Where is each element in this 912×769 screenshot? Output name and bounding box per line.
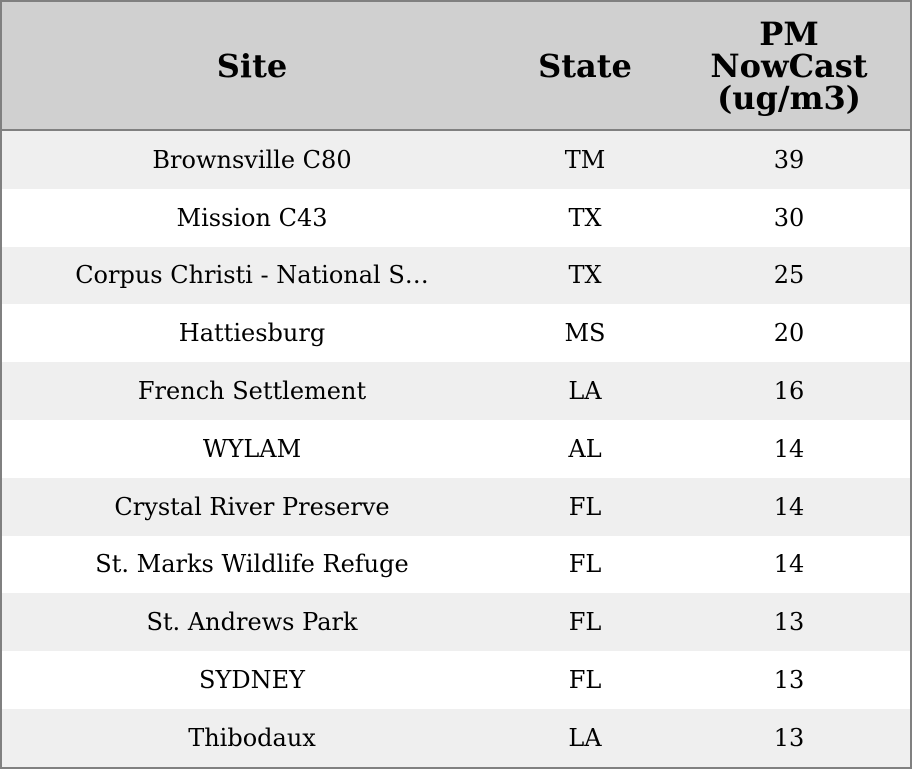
table-row: Brownsville C80 TM 39 [2,130,910,189]
column-header: State [502,2,668,131]
table-cell: FL [502,651,668,709]
table-row: Mission C43 TX 30 [2,188,910,247]
table-cell: 39 [668,130,910,189]
table-cell: Corpus Christi - National S… [2,246,502,305]
table-row: Corpus Christi - National S… TX 25 [2,246,910,305]
table-cell: 13 [668,593,910,652]
table-cell: French Settlement [2,362,502,420]
table-cell: Mission C43 [2,188,502,247]
table-body: Brownsville C80 TM 39 Mission C43 TX 30 Corpus… [2,130,910,767]
table-cell: 20 [668,304,910,363]
table-cell: St. Marks Wildlife Refuge [2,535,502,594]
column-header-text: PM NowCast (ug/m3) [710,14,868,117]
table-cell: SYDNEY [2,651,502,709]
table-cell: 14 [668,535,910,594]
table-cell: 30 [668,188,910,247]
table-cell: 14 [668,419,910,478]
table-cell: AL [502,419,668,478]
table-cell: TX [502,188,668,247]
table-cell: MS [502,304,668,363]
table-row: Hattiesburg MS 20 [2,304,910,363]
table-row: Crystal River Preserve FL 14 [2,477,910,536]
table-cell: LA [502,708,668,767]
table-cell: 13 [668,651,910,709]
table-cell: Thibodaux [2,708,502,767]
table-row: WYLAM AL 14 [2,419,910,478]
table-cell: Brownsville C80 [2,130,502,189]
table-cell: FL [502,593,668,652]
table-cell: FL [502,477,668,536]
table-cell: 16 [668,362,910,420]
table-cell: Crystal River Preserve [2,477,502,536]
table-cell: TM [502,130,668,189]
table-cell: FL [502,535,668,594]
table-cell: St. Andrews Park [2,593,502,652]
table-row: Thibodaux LA 13 [2,708,910,767]
table-cell: 14 [668,477,910,536]
table-row: SYDNEY FL 13 [2,651,910,709]
table-cell: Hattiesburg [2,304,502,363]
header-row: Site State PM NowCast (ug/m3) [2,2,910,131]
table-cell: 25 [668,246,910,305]
table-cell: 13 [668,708,910,767]
table-cell: WYLAM [2,419,502,478]
column-header: Site [2,2,502,131]
table-row: St. Marks Wildlife Refuge FL 14 [2,535,910,594]
column-header: PM NowCast (ug/m3) [668,2,910,131]
table-cell: LA [502,362,668,420]
table-cell: TX [502,246,668,305]
table-row: St. Andrews Park FL 13 [2,593,910,652]
column-header-text: State [538,46,632,85]
column-header-text: Site [216,46,288,85]
table-row: French Settlement LA 16 [2,362,910,420]
